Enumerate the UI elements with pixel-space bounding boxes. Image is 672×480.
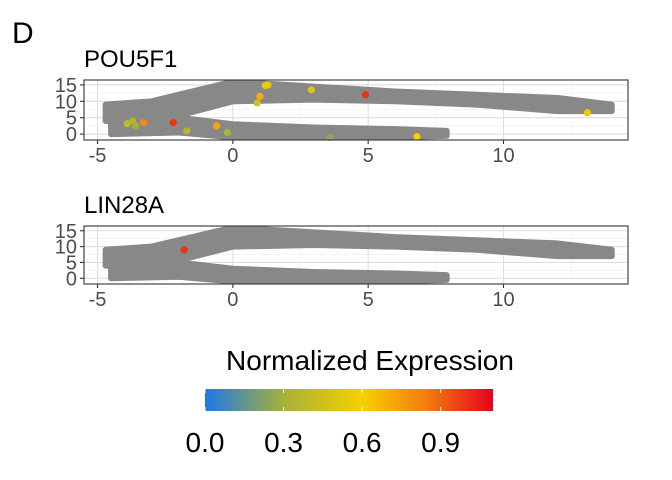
panel-title: LIN28A [84,192,164,219]
expression-point [131,122,140,130]
y-tick-label: 5 [66,108,77,130]
background-cell-band [108,256,450,284]
background-cell-band [108,111,450,140]
x-tick-label: -5 [89,145,107,167]
colorbar [205,389,493,411]
expression-point [180,246,188,254]
panel-border [83,79,629,141]
y-tick-label: 5 [66,252,77,274]
color-legend: Normalized Expression 0.0 0.3 0.6 0.9 [186,345,514,458]
legend-ticks: 0.0 0.3 0.6 0.9 [186,389,460,458]
legend-tick-label: 0.9 [421,427,460,458]
x-tick-label: 10 [492,145,514,167]
expression-point [413,133,421,141]
background-cells [102,226,615,284]
expression-point [253,99,261,107]
x-tick-label: 5 [363,289,374,311]
legend-tick-label: 0.6 [343,427,382,458]
expression-point [583,109,592,117]
y-tick-label: 0 [66,124,77,146]
expression-point [123,120,131,128]
expression-point [223,128,232,137]
y-tick-label: 0 [66,268,77,290]
expression-point [361,91,370,99]
x-tick-label: -5 [89,289,107,311]
panel-border [83,225,629,285]
background-cells [102,80,615,140]
panel-title: POU5F1 [84,46,177,73]
x-tick-label: 0 [227,145,238,167]
y-tick-label: 10 [55,91,77,113]
expression-point [183,127,191,135]
expression-point [213,122,221,130]
expression-points [180,246,188,254]
expression-point [169,119,177,127]
y-tick-label: 15 [55,221,77,243]
background-cell-band [102,226,615,271]
y-tick-label: 10 [55,237,77,259]
y-tick-label: 15 [55,75,77,97]
expression-point [326,133,334,141]
expression-point [256,92,264,100]
background-cell-band [102,80,615,126]
legend-tick-label: 0.0 [186,427,225,458]
x-tick-label: 0 [227,289,238,311]
x-tick-label: 10 [492,289,514,311]
expression-point [139,119,148,127]
expression-points [123,81,592,141]
panel-letter: D [12,17,34,50]
expression-point [261,81,269,90]
x-tick-label: 5 [363,145,374,167]
legend-tick-label: 0.3 [264,427,303,458]
expression-point [307,86,315,94]
legend-title: Normalized Expression [226,345,514,376]
